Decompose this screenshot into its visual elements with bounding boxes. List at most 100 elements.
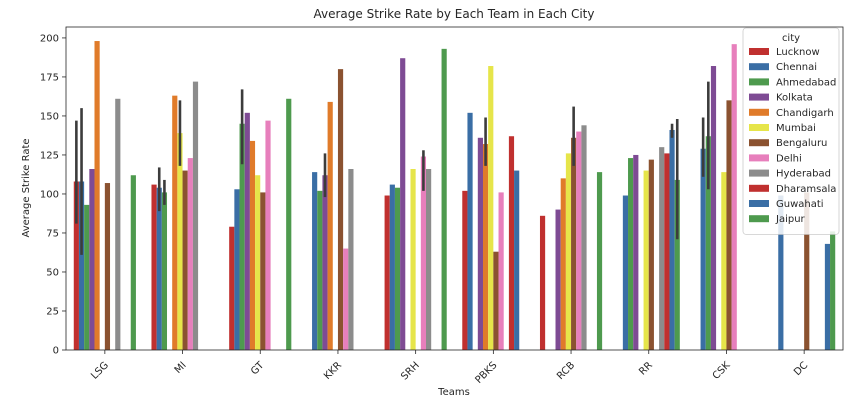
legend-label-delhi: Delhi [776,153,802,164]
bar-kkr-chandigarh [327,101,333,351]
legend-label-ahmedabad: Ahmedabad [776,77,836,88]
legend-title: city [782,33,800,44]
bar-rcb-mumbai [565,153,572,350]
legend-swatch-jaipur [749,215,769,223]
y-tick-label: 125 [40,150,59,161]
bar-lsg-jaipur [130,175,136,350]
plot-frame [65,26,844,351]
bar-csk-bengaluru [726,100,732,350]
bar-gt-ahmedabad [239,123,245,351]
y-tick-label: 25 [46,306,59,317]
bar-lsg-hyderabad [115,98,121,350]
bar-rcb-bengaluru [571,137,577,350]
bar-kkr-delhi [343,248,349,350]
legend-swatch-delhi [749,154,769,162]
bar-mi-delhi [187,158,193,350]
legend: city Lucknow Chennai Ahmedabad Kolkata Chandi… [742,27,840,235]
bar-rcb-jaipur [596,172,603,350]
bar-lsg-chandigarh [94,41,100,350]
bar-kkr-bengaluru [337,69,344,350]
bar-gt-delhi [265,120,271,351]
x-tick-label: KKR [322,360,344,382]
y-tick-label: 175 [40,72,59,83]
bar-rcb-kolkata [555,209,561,350]
bar-mi-ahmedabad [161,192,168,350]
bar-csk-chennai [700,148,706,350]
x-tick-label: RCB [555,360,577,382]
plot-area [73,41,836,351]
bar-rr-kolkata [633,154,639,350]
legend-label-dharamsala: Dharamsala [776,184,836,195]
legend-label-jaipur: Jaipur [775,214,806,225]
legend-swatch-chennai [749,63,769,71]
legend-label-guwahati: Guwahati [776,199,824,210]
bar-csk-kolkata [710,66,717,350]
bar-gt-lucknow [229,226,235,350]
bar-pbks-chennai [467,112,473,350]
y-tick-label: 0 [53,346,59,357]
bar-rcb-hyderabad [581,125,587,350]
bar-kkr-hyderabad [348,169,354,350]
bar-pbks-kolkata [477,137,483,350]
bar-lsg-ahmedabad [84,204,90,350]
x-tick-label: LSG [89,360,111,382]
legend-label-lucknow: Lucknow [776,47,820,58]
bar-pbks-dharamsala [508,136,515,350]
bar-rr-dharamsala [664,153,670,350]
legend-label-chennai: Chennai [776,62,817,73]
y-tick-label: 75 [46,228,59,239]
bar-dc-chennai [778,195,784,350]
legend-swatch-ahmedabad [749,78,769,86]
bar-lsg-chennai [78,181,85,350]
bar-mi-bengaluru [182,170,188,350]
bar-mi-hyderabad [192,81,199,351]
y-tick-label: 200 [40,33,59,44]
bar-srh-kolkata [400,58,406,351]
x-tick-label: SRH [399,360,422,383]
bar-rr-ahmedabad [628,158,634,350]
bar-csk-ahmedabad [705,136,711,350]
bar-gt-chennai [234,189,240,350]
bar-dc-bengaluru [804,192,810,350]
legend-label-chandigarh: Chandigarh [776,108,834,119]
bar-gt-jaipur [286,98,292,350]
y-axis-label: Average Strike Rate [21,138,32,237]
legend-label-bengaluru: Bengaluru [776,138,827,149]
bar-srh-chennai [389,184,395,350]
bar-srh-jaipur [441,48,447,350]
bar-mi-chennai [156,187,162,350]
bar-gt-kolkata [244,112,250,350]
x-tick-label: RR [637,360,655,378]
bar-kkr-kolkata [322,175,328,350]
bar-rr-bengaluru [648,159,654,350]
bar-gt-mumbai [255,175,261,350]
bar-rr-mumbai [643,170,649,350]
bar-srh-lucknow [384,195,390,350]
bar-pbks-mumbai [488,66,494,350]
legend-swatch-hyderabad [749,169,769,177]
bar-mi-chandigarh [172,95,178,350]
bar-srh-ahmedabad [394,187,401,350]
y-tick-label: 150 [40,111,59,122]
bar-pbks-chandigarh [482,144,489,350]
bar-gt-bengaluru [260,192,266,350]
bar-pbks-delhi [498,192,504,350]
chart-title: Average Strike Rate by Each Team in Each… [314,7,595,21]
bar-lsg-lucknow [73,181,79,350]
legend-swatch-dharamsala [749,184,769,192]
legend-swatch-mumbai [749,124,769,131]
bar-lsg-bengaluru [104,183,111,350]
y-tick-label: 100 [40,189,59,200]
legend-swatch-guwahati [749,200,769,207]
bar-kkr-chennai [312,172,318,350]
bar-csk-delhi [731,44,737,350]
x-tick-label: CSK [711,360,733,382]
bar-rcb-chandigarh [560,178,566,350]
legend-swatch-chandigarh [749,108,769,116]
bar-rcb-lucknow [539,215,546,350]
bar-rr-guwahati [669,129,675,350]
legend-label-hyderabad: Hyderabad [776,169,831,180]
bar-dc-jaipur [830,231,836,350]
